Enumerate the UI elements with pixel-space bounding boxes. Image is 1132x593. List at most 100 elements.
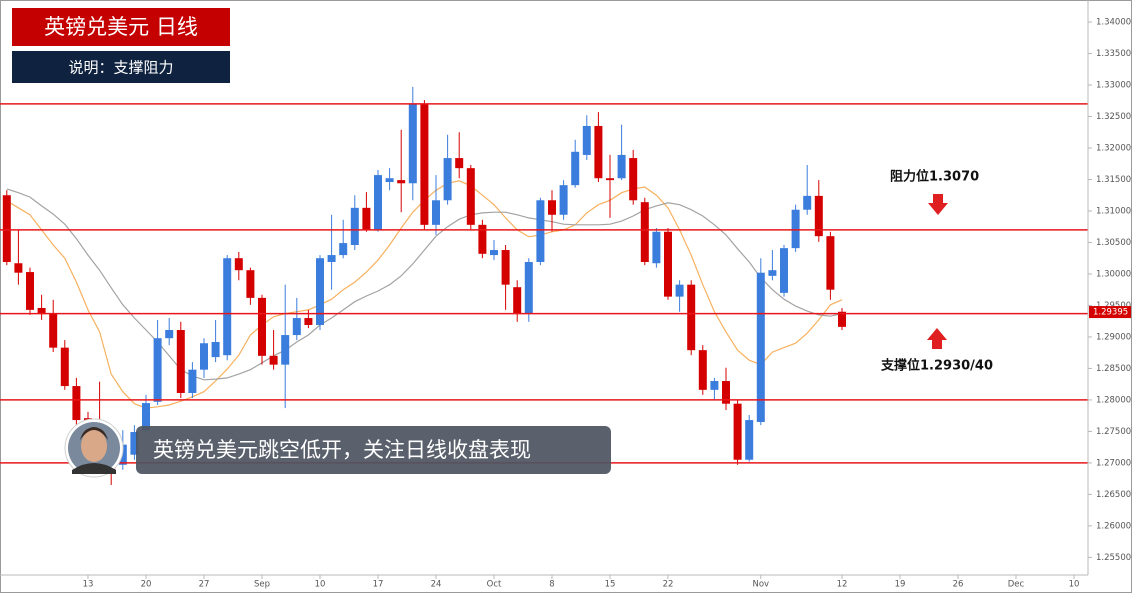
candle-body — [176, 330, 185, 393]
candle-body — [838, 311, 846, 327]
candle-body — [420, 103, 429, 225]
candle-body — [536, 200, 545, 262]
chart-subtitle: 说明：支撑阻力 — [68, 59, 173, 77]
candle-body — [733, 403, 742, 460]
candle-body — [246, 270, 255, 298]
x-tick-label: Dec — [1008, 580, 1025, 590]
x-tick-label: 12 — [837, 580, 848, 590]
candle-body — [698, 350, 707, 390]
candle-body — [374, 175, 382, 230]
x-tick-label: 10 — [315, 580, 326, 590]
y-tick-label: 1.29500 — [1096, 301, 1131, 311]
y-tick-label: 1.25500 — [1096, 553, 1131, 563]
candle-body — [814, 195, 823, 237]
candle-body — [606, 178, 614, 181]
moving-average-line — [6, 188, 843, 381]
candle-body — [803, 195, 812, 210]
y-tick-label: 1.26500 — [1096, 490, 1131, 500]
candle-body — [768, 270, 777, 276]
candle-body — [408, 103, 417, 184]
y-tick-label: 1.28500 — [1096, 364, 1131, 374]
y-tick-label: 1.29000 — [1096, 332, 1131, 342]
price-label-box — [1089, 306, 1131, 319]
candle-body — [118, 444, 127, 465]
x-tick-label: Sep — [254, 580, 270, 590]
title-box — [12, 8, 230, 46]
candle-body — [490, 250, 498, 256]
caption-box — [136, 426, 611, 474]
candle-body — [49, 313, 58, 348]
y-tick-label: 1.32500 — [1096, 112, 1131, 122]
x-tick-label: 24 — [431, 580, 442, 590]
candle-body — [130, 432, 139, 455]
candle-body — [223, 258, 232, 356]
candle-body — [524, 261, 533, 314]
candle-body — [362, 207, 371, 230]
y-tick-label: 1.28000 — [1096, 395, 1131, 405]
resistance-annotation: 阻力位1.3070 — [890, 169, 979, 185]
candle-body — [327, 255, 336, 262]
candle-body — [478, 224, 487, 254]
candle-body — [2, 195, 11, 262]
candle-body — [234, 258, 243, 271]
y-tick-label: 1.32000 — [1096, 144, 1131, 154]
candle-body — [165, 330, 174, 339]
candle-body — [339, 243, 348, 256]
candle-body — [780, 248, 788, 293]
x-tick-label: 8 — [549, 580, 554, 590]
candle-body — [826, 236, 835, 290]
x-tick-label: 19 — [895, 580, 906, 590]
candle-body — [664, 231, 672, 297]
x-tick-label: Oct — [487, 580, 502, 590]
candle-body — [37, 307, 46, 314]
avatar — [64, 418, 124, 478]
x-tick-label: 13 — [83, 580, 94, 590]
candle-body — [652, 231, 661, 264]
candle-body — [281, 335, 290, 365]
candle-body — [142, 403, 150, 431]
candle-body — [548, 200, 556, 215]
candle-body — [385, 178, 394, 183]
candle-body — [316, 258, 324, 325]
support-annotation: 支撑位1.2930/40 — [880, 358, 993, 374]
candle-body — [594, 125, 603, 179]
candle-body — [304, 318, 313, 325]
y-tick-label: 1.31000 — [1096, 206, 1131, 216]
candle-body — [188, 369, 197, 393]
candle-body — [687, 284, 696, 351]
candle-body — [513, 287, 522, 314]
candle-body — [211, 341, 220, 358]
candle-body — [722, 381, 730, 404]
candle-body — [629, 158, 638, 201]
y-tick-label: 1.33500 — [1096, 49, 1131, 59]
x-tick-label: 15 — [605, 580, 616, 590]
candle-body — [443, 158, 452, 201]
down-arrow — [928, 194, 948, 215]
subtitle-box — [12, 51, 230, 83]
chart-title: 英镑兑美元 日线 — [44, 15, 198, 39]
y-tick-label: 1.27500 — [1096, 427, 1131, 437]
candle-body — [466, 168, 475, 225]
y-tick-label: 1.27000 — [1096, 458, 1131, 468]
x-tick-label: 22 — [663, 580, 674, 590]
candle-body — [455, 158, 464, 169]
candle-body — [791, 209, 800, 249]
candle-body — [269, 355, 278, 365]
candle-body — [710, 381, 719, 390]
x-tick-label: 27 — [199, 580, 210, 590]
candle-body — [153, 338, 162, 402]
candle-body — [675, 284, 684, 297]
candle-body — [559, 185, 568, 215]
candle-body — [582, 125, 591, 155]
caption: 英镑兑美元跳空低开，关注日线收盘表现 — [153, 438, 531, 462]
candle-body — [14, 263, 23, 273]
x-tick-label: 26 — [953, 580, 964, 590]
y-tick-label: 1.30500 — [1096, 238, 1131, 248]
x-tick-label: Nov — [753, 580, 770, 590]
x-tick-label: 10 — [1069, 580, 1080, 590]
candle-body — [745, 420, 754, 460]
price-label: 1.29395 — [1093, 308, 1128, 318]
y-tick-label: 1.30000 — [1096, 269, 1131, 279]
